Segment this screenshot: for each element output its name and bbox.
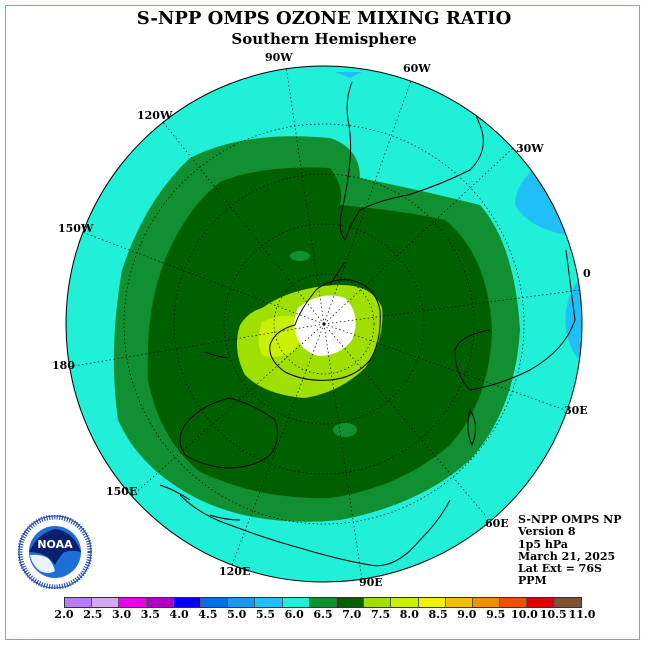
legend-swatch [282,598,310,607]
legend-tick-label: 3.5 [140,608,160,621]
legend-tick-label: 4.0 [169,608,189,621]
info-version: Version 8 [518,525,576,539]
lon-label-120w: 120W [137,109,173,122]
info-date: March 21, 2025 [518,549,616,563]
legend-tick-label: 2.0 [54,608,74,621]
lat-circle-3 [173,173,475,475]
lon-label-120e: 120E [219,565,251,578]
coast-south-america [339,77,484,242]
info-instrument: S-NPP OMPS NP [518,513,622,526]
legend-tick-label: 7.5 [370,608,391,621]
map-subtitle: Southern Hemisphere [231,30,417,48]
coast-indonesia [159,484,241,521]
legend-swatch [445,598,474,607]
contour-5_5-patch-north [335,72,362,78]
lon-label-0: 0 [583,267,591,280]
legend-swatch [500,598,528,607]
meridian-60e [323,323,486,516]
legend-swatch [228,598,256,607]
south-pole-dot [322,322,326,326]
legend-swatch [418,598,446,607]
legend-swatch [255,598,283,607]
contour-7_0-blob-2 [333,423,357,437]
meridian-90e [323,323,363,581]
legend-tick-label: 9.5 [486,608,506,621]
meridian-30w [323,147,514,325]
legend-swatch [391,598,419,607]
meridian-30e [323,323,566,411]
coast-madagascar [467,408,476,447]
legend-tick-label: 11.0 [568,608,596,621]
coastlines [159,77,576,567]
legend-tick-label: 8.5 [428,608,448,621]
map-disc-outline [65,65,583,583]
lat-circle-2 [223,223,425,425]
legend-tick-label: 3.0 [111,608,132,621]
lon-label-150e: 150E [106,485,138,498]
legend-tick-label: 4.5 [198,608,218,621]
legend-swatch [201,598,229,607]
meridian-180 [67,323,325,368]
noaa-logo-text: NOAA [37,538,73,551]
lon-label-150w: 150W [58,222,94,235]
lat-circle-1 [273,273,375,375]
meridian-150w [81,231,325,325]
legend-swatch [337,598,365,607]
legend-tick-label: 7.0 [342,608,362,621]
lon-label-60w: 60W [403,62,431,75]
lon-label-60e: 60E [485,517,509,530]
legend-swatch [527,598,555,607]
graticule [67,66,581,581]
info-units: PPM [518,574,547,588]
meridian-120w [162,121,325,325]
legend-tick-label: 6.5 [313,608,333,621]
meridian-120e [231,323,325,566]
legend-tick-label: 5.5 [255,608,276,621]
lon-label-180: 180 [52,359,75,372]
lon-label-30e: 30E [564,404,588,417]
legend-swatch [65,598,93,607]
legend-tick-label: 2.5 [83,608,103,621]
info-lat-ext: Lat Ext = 76S [518,562,602,576]
coast-australia [179,397,279,469]
meridian-90w [285,66,325,325]
meridian-150e [131,323,325,497]
contour-7_0-blob-1 [290,251,310,261]
coast-antarctica [269,279,381,381]
legend-swatch [119,598,147,607]
legend-tick-label: 9.0 [457,608,477,621]
coast-new-zealand [204,351,229,359]
coast-antarctic-peninsula [329,261,346,286]
lat-circle-4 [123,123,525,525]
legend-tick-label: 5.0 [227,608,247,621]
legend-swatch [473,598,501,607]
page-frame [5,5,640,640]
lon-label-30w: 30W [516,142,544,155]
legend-swatch [92,598,120,607]
contour-missing [294,295,356,356]
contour-5_5-patch-south [565,275,582,362]
lon-label-90w: 90W [265,51,293,64]
legend-swatch [554,598,581,607]
info-block: S-NPP OMPS NP Version 8 1p5 hPa March 21… [518,513,622,588]
noaa-logo: NOAA [18,515,92,589]
legend-tick-label: 10.5 [539,608,567,621]
coast-asia [179,494,451,567]
legend-swatch [146,598,174,607]
color-legend [64,597,582,608]
legend-swatch [309,598,338,607]
legend-tick-label: 8.0 [399,608,419,621]
legend-tick-label: 10.0 [511,608,538,621]
legend-tick-label: 6.0 [284,608,304,621]
legend-swatch [173,598,202,607]
map-title: S-NPP OMPS OZONE MIXING RATIO [136,8,512,29]
coast-africa [454,249,576,391]
lon-label-90e: 90E [359,576,383,589]
meridian-0 [323,289,581,325]
legend-swatch [364,598,392,607]
info-level: 1p5 hPa [518,537,568,551]
